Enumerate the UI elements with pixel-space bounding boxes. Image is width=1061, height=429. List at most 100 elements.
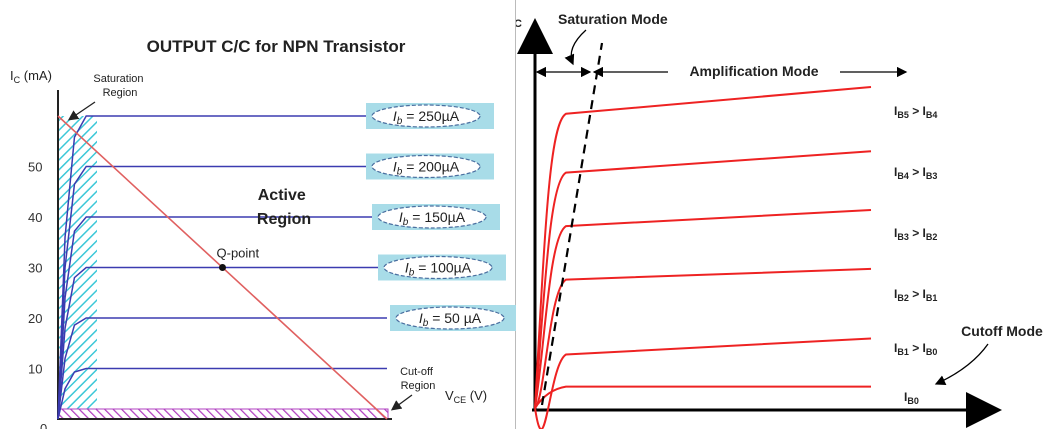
q-point-label: Q-point <box>217 246 260 261</box>
ib-curve <box>534 150 872 409</box>
cutoff-region-hatch <box>57 408 389 420</box>
ib-label-text: Ib = 100µA <box>405 260 472 279</box>
ib-comparison-label: IB5 > IB4 <box>894 104 937 120</box>
ib-greater-than: > <box>909 104 923 118</box>
ib-subscript: b <box>409 268 415 279</box>
ib-label-text: Ib = 200µA <box>393 159 460 178</box>
ib-curve <box>534 209 872 409</box>
ib-subscript-a: B1 <box>897 347 909 357</box>
x-axis-label: VCE (V) <box>445 388 487 405</box>
cutoff-mode-arrow <box>934 343 989 385</box>
saturation-mode-label: Saturation Mode <box>558 11 668 27</box>
ib-comparison-label: IB1 > IB0 <box>894 341 937 357</box>
active-label-line1: Active <box>258 187 306 204</box>
ib-subscript-a: B2 <box>897 293 909 303</box>
saturation-label-line2: Region <box>103 87 138 99</box>
cutoff-region-label: Cut-off Region <box>400 366 436 392</box>
cutoff-label-line1: Cut-off <box>400 366 434 378</box>
vce-axis-symbol: V <box>976 426 988 429</box>
amplification-mode-label: Amplification Mode <box>689 63 818 79</box>
y-axis-subscript: C <box>14 75 21 85</box>
ib-value-label: Ib = 100µA <box>378 254 506 281</box>
y-tick-label: 40 <box>28 210 42 225</box>
active-region-label: Active Region <box>257 187 311 228</box>
ib-curve <box>534 385 871 409</box>
ib-subscript-a: B5 <box>897 110 909 120</box>
ib-greater-than: > <box>909 165 923 179</box>
ib-greater-than: > <box>909 287 923 301</box>
y-axis-symbol: I <box>10 68 14 83</box>
ib-label-ellipse <box>383 255 493 280</box>
ib-value: = 150µA <box>408 209 465 225</box>
ib-symbol-a: I <box>894 104 897 118</box>
y-tick-label: 30 <box>28 261 42 276</box>
ib-symbol-b: I <box>923 165 926 179</box>
ib-comparison-label: IB4 > IB3 <box>894 165 937 181</box>
saturation-boundary-dashed <box>540 42 604 406</box>
ib-symbol-a: I <box>894 341 897 355</box>
ib-value-label: Ib = 50 µA <box>390 305 516 331</box>
ib-value-label: Ib = 150µA <box>372 204 500 230</box>
active-label-line2: Region <box>257 211 311 228</box>
ib0-label: IB0 <box>904 390 919 406</box>
ib-curve <box>534 337 872 429</box>
chart-title: OUTPUT C/C for NPN Transistor <box>147 37 406 56</box>
ib-subscript: b <box>403 217 409 228</box>
ib-greater-than: > <box>909 226 923 240</box>
ib-curve <box>534 86 872 409</box>
vce-axis-label: VCE <box>976 426 1003 429</box>
npn-output-characteristics-chart: OUTPUT C/C for NPN Transistor 10 20 30 40 50… <box>10 37 516 429</box>
ib-label-ellipse <box>371 154 481 179</box>
ib-value-label: Ib = 200µA <box>366 153 494 180</box>
ib-curve <box>534 267 872 409</box>
ib-subscript: b <box>397 116 403 127</box>
cutoff-label-line2: Region <box>401 380 436 392</box>
x-axis-unit: (V) <box>466 388 487 403</box>
ic-axis-subscript: C <box>516 18 522 30</box>
x-axis-subscript: CE <box>454 395 467 405</box>
ib-symbol-a: I <box>894 287 897 301</box>
left-chart-panel: OUTPUT C/C for NPN Transistor 10 20 30 40 50… <box>0 0 516 429</box>
ib-subscript: b <box>423 318 429 329</box>
saturation-arrow <box>67 101 96 121</box>
saturation-mode-arrow <box>564 29 587 66</box>
y-tick-label: 10 <box>28 362 42 377</box>
ib-symbol-a: I <box>894 165 897 179</box>
ib-curve <box>57 317 387 420</box>
cutoff-arrow <box>390 394 413 411</box>
ib-subscript-a: B4 <box>897 171 909 181</box>
ib-symbol: I <box>399 209 403 225</box>
ib-symbol-a: I <box>894 226 897 240</box>
y-axis-label: IC (mA) <box>10 68 52 85</box>
x-axis-symbol: V <box>445 388 454 403</box>
ib-greater-than: > <box>909 341 923 355</box>
y-axis-unit: (mA) <box>20 68 52 83</box>
ib-symbol: I <box>419 310 423 326</box>
ib-label-ellipse <box>371 104 481 128</box>
ib-symbol: I <box>393 159 397 175</box>
ib-subscript-a: B3 <box>897 232 909 242</box>
ib-symbol-b: I <box>923 104 926 118</box>
ib-label-text: Ib = 150µA <box>399 209 466 228</box>
ib-subscript-b: B4 <box>926 110 938 120</box>
y-tick-label: 50 <box>28 160 42 175</box>
ib-symbol: I <box>393 108 397 124</box>
saturation-label-line1: Saturation <box>93 73 143 85</box>
ib-value-label: Ib = 250µA <box>366 103 494 129</box>
saturation-region-label: Saturation Region <box>93 73 146 99</box>
ib-symbol-b: I <box>923 226 926 240</box>
ib0-symbol: I <box>904 390 907 404</box>
ib-subscript-b: B2 <box>926 232 938 242</box>
ib-value: = 100µA <box>414 260 471 276</box>
ib-comparison-label: IB3 > IB2 <box>894 226 937 242</box>
ib-symbol-b: I <box>923 341 926 355</box>
ib-curve <box>57 115 387 420</box>
cutoff-mode-label: Cutoff Mode <box>961 323 1043 339</box>
ib-curve <box>57 266 387 420</box>
ib-label-text: Ib = 250µA <box>393 108 460 127</box>
ib-subscript-b: B3 <box>926 171 938 181</box>
